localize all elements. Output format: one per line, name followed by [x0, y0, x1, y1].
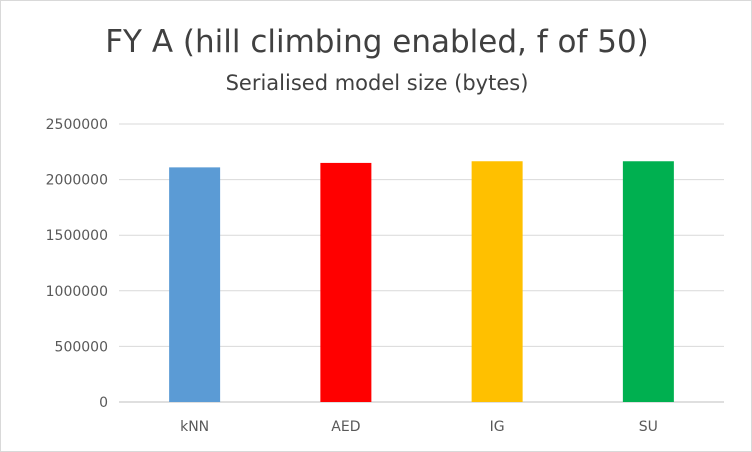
- bar-aed: [320, 162, 372, 402]
- bar-ig: [471, 161, 523, 402]
- bar-knn: [169, 167, 221, 402]
- y-tick-label: 1000000: [46, 284, 108, 300]
- chart-subtitle: Serialised model size (bytes): [225, 71, 529, 95]
- bar-su: [622, 161, 674, 402]
- y-tick-label: 2500000: [46, 117, 108, 133]
- y-tick-label: 500000: [55, 339, 108, 355]
- y-tick-label: 0: [99, 395, 108, 411]
- y-tick-label: 1500000: [46, 228, 108, 244]
- x-tick-label: IG: [490, 419, 505, 435]
- x-tick-label: AED: [331, 419, 360, 435]
- chart-title: FY A (hill climbing enabled, f of 50): [105, 24, 649, 60]
- x-tick-label: kNN: [180, 419, 209, 435]
- x-tick-label: SU: [639, 419, 658, 435]
- y-tick-label: 2000000: [46, 173, 108, 189]
